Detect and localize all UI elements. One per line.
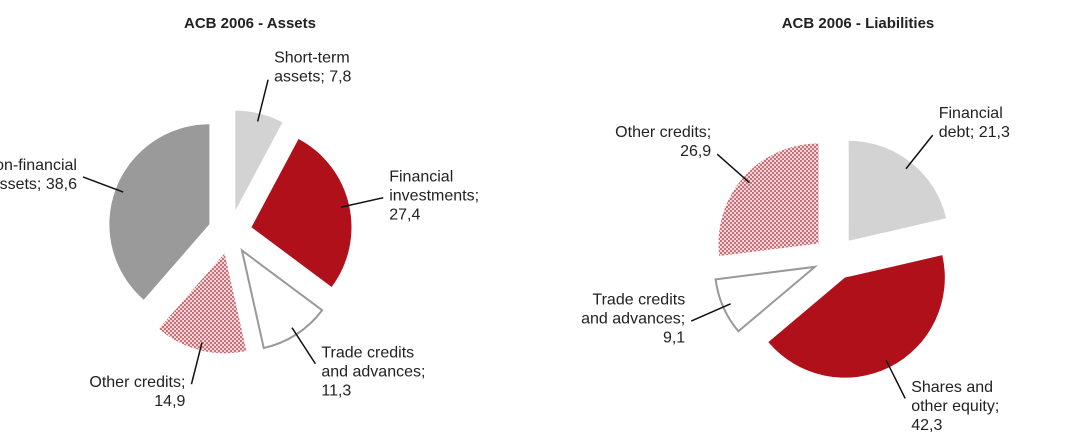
data-label-line: Non-financial [0,157,77,174]
leader-line [905,134,934,170]
pie-slice [109,124,210,300]
data-label: Shares and other equity; 42,3 [911,379,999,432]
data-label-line: investments; [389,187,479,204]
leader-line [716,153,750,184]
chart-title: ACB 2006 - Assets [184,15,316,32]
chart-title: ACB 2006 - Liabilities [782,15,935,32]
data-label-line: assets; 38,6 [0,176,77,193]
data-label: Trade credits and advances; 11,3 [321,344,425,399]
leader-line [291,327,316,365]
leader-line [885,359,906,399]
leader-line [82,176,124,193]
data-label: Financial debt; 21,3 [939,105,1010,141]
data-label-line: Short-term [274,50,350,67]
data-label-line: 9,1 [663,330,685,347]
data-label: Other credits; 26,9 [615,124,711,160]
pie-slice [158,253,247,354]
pie-slice [848,140,947,241]
data-label: Non-financial assets; 38,6 [0,157,77,193]
data-label-line: Trade credits [592,292,685,309]
leader-line [190,342,203,385]
data-label-line: 26,9 [680,143,711,160]
leader-line [256,79,269,122]
data-label-line: Trade credits [321,344,414,361]
data-label-line: debt; 21,3 [939,124,1010,141]
data-label-line: and advances; [321,363,425,380]
data-label-line: 11,3 [321,382,351,399]
data-label-line: and advances; [581,311,685,328]
data-label-line: assets; 7,8 [274,69,351,86]
data-label-line: Shares and [911,379,993,396]
data-label-line: Other credits; [615,124,711,141]
leader-line [341,197,384,208]
data-label-line: Financial [939,105,1003,122]
data-label-line: 14,9 [154,393,185,410]
data-label: Trade credits and advances; 9,1 [581,292,685,347]
data-label-line: Other credits; [89,374,185,391]
pie-slice [718,143,819,257]
pie-slice [768,255,945,378]
data-label: Other credits; 14,9 [89,374,185,410]
data-label-line: Financial [389,168,453,185]
data-label-line: 42,3 [911,417,942,432]
pie-slice [235,110,283,211]
data-label: Short-term assets; 7,8 [274,50,351,86]
data-label-line: other equity; [911,398,999,415]
pie-slice [251,138,352,287]
data-label-line: 27,4 [389,206,420,223]
data-label: Financial investments; 27,4 [389,168,479,223]
leader-line [690,303,731,322]
